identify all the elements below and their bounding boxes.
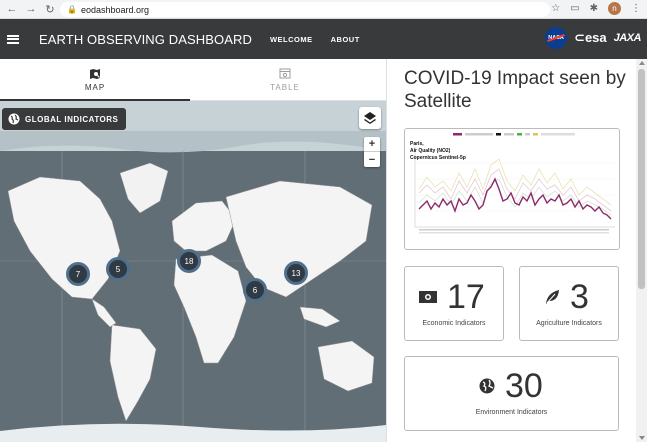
globe-icon bbox=[8, 113, 20, 125]
app-bar: EARTH OBSERVING DASHBOARD WELCOME ABOUT … bbox=[0, 19, 647, 59]
lock-icon: 🔒 bbox=[67, 4, 77, 14]
map-panel: MAP TABLE bbox=[0, 59, 386, 442]
back-icon[interactable]: ← bbox=[6, 3, 18, 15]
welcome-link[interactable]: WELCOME bbox=[269, 34, 313, 44]
agriculture-count: 3 bbox=[570, 278, 589, 316]
table-search-icon bbox=[279, 68, 291, 78]
page-scrollbar[interactable] bbox=[636, 59, 647, 442]
map-search-icon bbox=[90, 68, 100, 79]
scrollbar-thumb[interactable] bbox=[638, 69, 645, 289]
environment-count: 30 bbox=[505, 367, 543, 405]
url-text: eodashboard.org bbox=[81, 4, 150, 15]
featured-chart-card[interactable]: Paris, Air Quality (NO2) Copernicus Sent… bbox=[404, 128, 620, 250]
zoom-in-button[interactable]: + bbox=[364, 137, 380, 152]
profile-avatar[interactable]: n bbox=[608, 2, 621, 15]
agriculture-indicators-card[interactable]: 3 Agriculture Indicators bbox=[519, 266, 619, 341]
about-link[interactable]: ABOUT bbox=[330, 34, 360, 44]
scroll-down-icon[interactable] bbox=[639, 436, 645, 440]
map-cluster-marker[interactable]: 13 bbox=[284, 261, 308, 285]
environment-label: Environment Indicators bbox=[475, 409, 548, 416]
nasa-logo: NASA bbox=[545, 27, 568, 49]
jaxa-logo: JAXA bbox=[613, 32, 642, 44]
world-map[interactable]: GLOBAL INDICATORS + − 7 5 18 6 13 bbox=[0, 101, 386, 442]
tab-table[interactable]: TABLE bbox=[190, 59, 380, 100]
economic-label: Economic Indicators bbox=[422, 320, 486, 327]
info-panel: COVID-19 Impact seen by Satellite bbox=[386, 59, 636, 442]
star-icon[interactable]: ☆ bbox=[551, 3, 561, 14]
page-title: COVID-19 Impact seen by Satellite bbox=[404, 68, 626, 112]
active-tab-indicator bbox=[0, 99, 190, 101]
chart-caption: Paris, Air Quality (NO2) Copernicus Sent… bbox=[410, 141, 466, 162]
extensions-icon[interactable]: ✱ bbox=[589, 3, 598, 14]
environment-indicators-card[interactable]: 30 Environment Indicators bbox=[404, 356, 619, 431]
menu-dots-icon[interactable]: ⋮ bbox=[631, 3, 641, 14]
chart-caption-line: Copernicus Sentinel-5p bbox=[410, 155, 466, 161]
globe-icon bbox=[479, 378, 495, 394]
agriculture-label: Agriculture Indicators bbox=[536, 320, 602, 327]
map-cluster-marker[interactable]: 6 bbox=[243, 278, 267, 302]
forward-icon[interactable]: → bbox=[25, 3, 37, 15]
layers-button[interactable] bbox=[359, 107, 381, 129]
view-tabs: MAP TABLE bbox=[0, 59, 386, 101]
map-cluster-marker[interactable]: 18 bbox=[177, 249, 201, 273]
chart-caption-line: Paris, bbox=[410, 141, 424, 147]
browser-chrome: ← → ↻ 🔒 eodashboard.org ☆ ▭ ✱ n ⋮ bbox=[0, 0, 647, 19]
tab-map-label: MAP bbox=[84, 82, 106, 92]
global-indicators-label: GLOBAL INDICATORS bbox=[25, 114, 119, 124]
no2-chart bbox=[414, 133, 615, 234]
economic-count: 17 bbox=[447, 278, 485, 316]
zoom-out-button[interactable]: − bbox=[368, 153, 376, 166]
app-title[interactable]: EARTH OBSERVING DASHBOARD bbox=[39, 31, 252, 47]
money-icon bbox=[419, 291, 437, 303]
layers-icon bbox=[364, 112, 376, 124]
hamburger-menu-icon[interactable] bbox=[7, 34, 19, 44]
tab-map[interactable]: MAP bbox=[0, 59, 190, 100]
cast-icon[interactable]: ▭ bbox=[570, 3, 580, 14]
scroll-up-icon[interactable] bbox=[639, 61, 645, 65]
zoom-control: + − bbox=[364, 137, 380, 167]
esa-logo: ⊂esa bbox=[574, 30, 607, 45]
map-cluster-marker[interactable]: 5 bbox=[106, 257, 130, 281]
leaf-icon bbox=[546, 290, 559, 304]
reload-icon[interactable]: ↻ bbox=[45, 3, 55, 16]
tab-table-label: TABLE bbox=[270, 82, 300, 92]
chart-caption-line: Air Quality (NO2) bbox=[410, 148, 451, 154]
global-indicators-button[interactable]: GLOBAL INDICATORS bbox=[2, 108, 127, 130]
map-cluster-marker[interactable]: 7 bbox=[66, 262, 90, 286]
address-bar[interactable]: 🔒 eodashboard.org bbox=[60, 2, 550, 17]
economic-indicators-card[interactable]: 17 Economic Indicators bbox=[404, 266, 504, 341]
